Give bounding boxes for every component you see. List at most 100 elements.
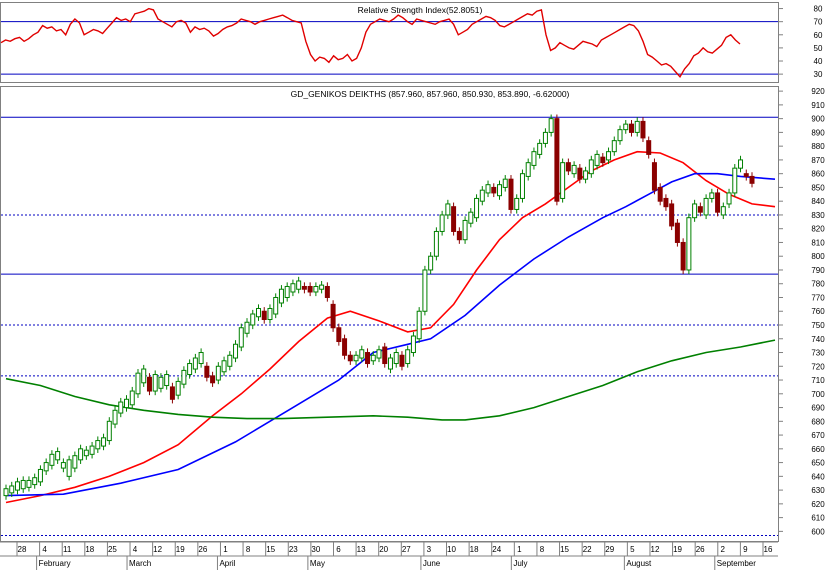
candle-up [497, 184, 503, 197]
candle-up [353, 354, 359, 362]
candle-up [60, 462, 66, 469]
candle-up [175, 380, 181, 396]
x-tick-label: 15 [266, 545, 275, 554]
candle-down [261, 310, 267, 321]
candle-up [416, 310, 422, 340]
price-tick-label: 610 [811, 514, 825, 523]
price-tick-label: 640 [811, 472, 825, 481]
rsi-tick-label: 70 [814, 18, 823, 27]
candle-down [307, 285, 313, 293]
x-tick-label: 23 [289, 545, 298, 554]
candle-up [227, 354, 233, 367]
candle-up [49, 453, 55, 466]
x-tick-label: 8 [540, 545, 545, 554]
candle-up [732, 167, 738, 194]
candle-up [152, 374, 158, 392]
price-tick-label: 850 [811, 183, 825, 192]
price-tick-label: 810 [811, 238, 825, 247]
candle-up [181, 369, 187, 385]
candle-up [370, 354, 376, 362]
candle-up [634, 120, 640, 133]
price-tick-label: 830 [811, 211, 825, 220]
rsi-tick-label: 50 [814, 44, 823, 53]
x-axis: 28 4 11 18 25 4 12 19 26 1 8 15 23 30 6 13 20 27 3 10 18 24 1 8… [0, 541, 778, 570]
month-label: September [717, 559, 756, 568]
candle-up [141, 368, 147, 384]
candle-up [255, 307, 261, 318]
candle-up [738, 159, 744, 169]
candle-down [146, 376, 152, 392]
candle-up [514, 197, 520, 210]
candle-up [3, 488, 9, 497]
candle-up [135, 372, 141, 395]
candle-down [657, 186, 663, 202]
x-tick-label: 4 [133, 545, 138, 554]
candle-up [267, 307, 273, 321]
rsi-panel: Relative Strength Index(52.8051) 80 70 60 5… [0, 2, 823, 83]
x-tick-label: 12 [651, 545, 660, 554]
candle-up [319, 284, 325, 290]
price-tick-label: 770 [811, 293, 825, 302]
candle-up [462, 219, 468, 241]
price-tick-label: 750 [811, 321, 825, 330]
candle-down [382, 346, 388, 365]
rsi-tick-label: 60 [814, 31, 823, 40]
candle-down [663, 197, 669, 208]
candle-up [32, 477, 38, 486]
price-tick-label: 780 [811, 280, 825, 289]
candle-up [720, 206, 726, 216]
candle-up [106, 420, 112, 442]
candle-up [78, 448, 84, 461]
candle-up [233, 343, 239, 359]
candle-down [301, 285, 307, 290]
candle-up [485, 184, 491, 194]
candle-up [158, 376, 164, 389]
candle-up [238, 327, 244, 348]
rsi-title: Relative Strength Index(52.8051) [358, 5, 483, 15]
candle-up [221, 360, 227, 373]
candle-up [548, 118, 554, 133]
candle-down [749, 175, 755, 184]
rsi-tick-label: 40 [814, 57, 823, 66]
candle-up [112, 409, 118, 425]
candle-up [118, 401, 124, 414]
candle-up [9, 485, 15, 494]
x-tick-label: 22 [583, 545, 592, 554]
candle-up [433, 230, 439, 257]
candle-up [531, 151, 537, 166]
x-tick-label: 30 [311, 545, 320, 554]
candle-up [296, 280, 302, 290]
candle-up [20, 479, 26, 490]
price-tick-label: 790 [811, 266, 825, 275]
candle-up [164, 374, 170, 387]
candle-down [508, 178, 514, 210]
candle-up [542, 131, 548, 144]
candle-up [594, 153, 600, 166]
candle-up [66, 459, 72, 477]
candle-down [674, 222, 680, 243]
month-label: May [310, 559, 325, 568]
candle-up [703, 197, 709, 216]
candle-up [215, 365, 221, 381]
candle-up [422, 269, 428, 312]
candle-up [439, 214, 445, 232]
ma-red-line [5, 150, 776, 504]
candle-down [324, 285, 330, 298]
candle-down [169, 386, 175, 400]
x-tick-label: 11 [63, 545, 72, 554]
candle-up [376, 349, 382, 359]
price-tick-label: 740 [811, 335, 825, 344]
candle-up [89, 445, 95, 455]
candle-down [336, 327, 342, 343]
month-label: March [129, 559, 151, 568]
candle-down [565, 162, 571, 172]
rsi-plot-frame [0, 2, 779, 83]
candle-down [628, 123, 634, 133]
x-tick-label: 2 [721, 545, 726, 554]
candle-up [37, 468, 43, 483]
candle-up [290, 283, 296, 293]
candle-up [479, 189, 485, 202]
candle-up [250, 313, 256, 326]
